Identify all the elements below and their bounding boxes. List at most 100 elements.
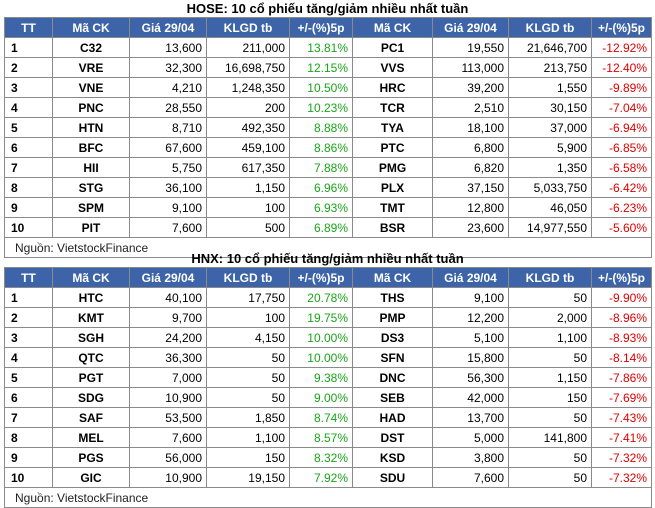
loser-price-cell: 6,800 [432,137,509,158]
table-row: 3 SGH 24,200 4,150 10.00% DS3 5,100 1,100 -8.93% [4,327,652,348]
rank-cell: 8 [4,427,53,448]
gainer-change-cell: 8.74% [289,407,353,428]
loser-price-cell: 56,300 [432,367,509,388]
gainer-price-cell: 56,000 [129,447,207,468]
gainer-change-cell: 6.93% [289,197,353,218]
gainer-volume-cell: 1,150 [206,177,290,198]
loser-change-cell: -8.14% [591,347,652,368]
gainer-volume-cell: 100 [206,307,290,328]
gainer-volume-cell: 19,150 [206,467,290,488]
gainer-price-cell: 40,100 [129,287,207,308]
loser-price-cell: 39,200 [432,77,509,98]
loser-change-cell: -7.04% [591,97,652,118]
loser-volume-cell: 1,550 [508,77,592,98]
hose-section: HOSE: 10 cổ phiếu tăng/giảm nhiều nhất t… [4,0,652,258]
loser-change-cell: -7.41% [591,427,652,448]
gainer-volume-cell: 50 [206,387,290,408]
loser-code-cell: KSD [352,447,433,468]
gainer-change-cell: 7.92% [289,467,353,488]
loser-code-cell: DS3 [352,327,433,348]
loser-change-cell: -12.40% [591,57,652,78]
rank-cell: 3 [4,327,53,348]
header-up-price: Giá 29/04 [129,267,207,288]
source-row: Nguồn: VietstockFinance [4,237,652,258]
rank-cell: 9 [4,447,53,468]
gainer-change-cell: 10.50% [289,77,353,98]
gainer-code-cell: KMT [52,307,130,328]
gainer-code-cell: PGS [52,447,130,468]
gainer-change-cell: 12.15% [289,57,353,78]
table-row: 6 SDG 10,900 50 9.00% SEB 42,000 150 -7.69% [4,387,652,408]
table-row: 7 HII 5,750 617,350 7.88% PMG 6,820 1,350 -6.58% [4,157,652,178]
table-row: 1 HTC 40,100 17,750 20.78% THS 9,100 50 -9.90% [4,287,652,308]
header-down-code: Mã CK [352,267,433,288]
table-row: 1 C32 13,600 211,000 13.81% PC1 19,550 21,646,7… [4,37,652,58]
rank-cell: 2 [4,57,53,78]
gainer-code-cell: VRE [52,57,130,78]
loser-volume-cell: 37,000 [508,117,592,138]
loser-price-cell: 15,800 [432,347,509,368]
rank-cell: 6 [4,387,53,408]
gainer-change-cell: 8.88% [289,117,353,138]
loser-change-cell: -7.69% [591,387,652,408]
gainer-volume-cell: 459,100 [206,137,290,158]
loser-code-cell: DNC [352,367,433,388]
table-row: 3 VNE 4,210 1,248,350 10.50% HRC 39,200 1,550 -9… [4,77,652,98]
loser-price-cell: 2,510 [432,97,509,118]
loser-change-cell: -5.60% [591,217,652,238]
table-row: 9 SPM 9,100 100 6.93% TMT 12,800 46,050 -6.23% [4,197,652,218]
rank-cell: 7 [4,157,53,178]
loser-code-cell: PTC [352,137,433,158]
loser-change-cell: -7.86% [591,367,652,388]
loser-code-cell: DST [352,427,433,448]
rank-cell: 6 [4,137,53,158]
loser-volume-cell: 50 [508,467,592,488]
gainer-code-cell: BFC [52,137,130,158]
gainer-price-cell: 8,710 [129,117,207,138]
gainer-change-cell: 13.81% [289,37,353,58]
loser-volume-cell: 50 [508,347,592,368]
table-row: 9 PGS 56,000 150 8.32% KSD 3,800 50 -7.32% [4,447,652,468]
gainer-code-cell: HII [52,157,130,178]
table-row: 10 GIC 10,900 19,150 7.92% SDU 7,600 50 -7.32% [4,467,652,488]
loser-price-cell: 3,800 [432,447,509,468]
gainer-code-cell: PGT [52,367,130,388]
table-row: 2 KMT 9,700 100 19.75% PMP 12,200 2,000 -8.96% [4,307,652,328]
loser-volume-cell: 14,977,550 [508,217,592,238]
rank-cell: 9 [4,197,53,218]
rank-cell: 4 [4,347,53,368]
gainer-volume-cell: 17,750 [206,287,290,308]
rank-cell: 1 [4,37,53,58]
rank-cell: 7 [4,407,53,428]
gainer-price-cell: 9,700 [129,307,207,328]
gainer-volume-cell: 200 [206,97,290,118]
loser-code-cell: THS [352,287,433,308]
loser-price-cell: 37,150 [432,177,509,198]
header-up-code: Mã CK [52,267,130,288]
loser-code-cell: SEB [352,387,433,408]
loser-code-cell: HAD [352,407,433,428]
header-down-change: +/-(%)5p [591,17,652,38]
gainer-volume-cell: 50 [206,367,290,388]
source-row: Nguồn: VietstockFinance [4,487,652,508]
gainer-code-cell: HTN [52,117,130,138]
table-row: 2 VRE 32,300 16,698,750 12.15% VVS 113,000 213,… [4,57,652,78]
gainer-change-cell: 10.00% [289,327,353,348]
loser-change-cell: -7.32% [591,467,652,488]
loser-price-cell: 18,100 [432,117,509,138]
rank-cell: 4 [4,97,53,118]
loser-volume-cell: 50 [508,447,592,468]
gainer-price-cell: 7,600 [129,217,207,238]
loser-price-cell: 12,800 [432,197,509,218]
gainer-code-cell: SPM [52,197,130,218]
gainer-code-cell: SGH [52,327,130,348]
gainer-code-cell: STG [52,177,130,198]
gainer-change-cell: 19.75% [289,307,353,328]
loser-volume-cell: 50 [508,287,592,308]
rank-cell: 2 [4,307,53,328]
rank-cell: 10 [4,217,53,238]
hnx-table: TT Mã CK Giá 29/04 KLGD tb +/-(%)5p Mã C… [4,267,652,508]
gainer-change-cell: 6.96% [289,177,353,198]
loser-change-cell: -9.90% [591,287,652,308]
gainer-code-cell: PNC [52,97,130,118]
